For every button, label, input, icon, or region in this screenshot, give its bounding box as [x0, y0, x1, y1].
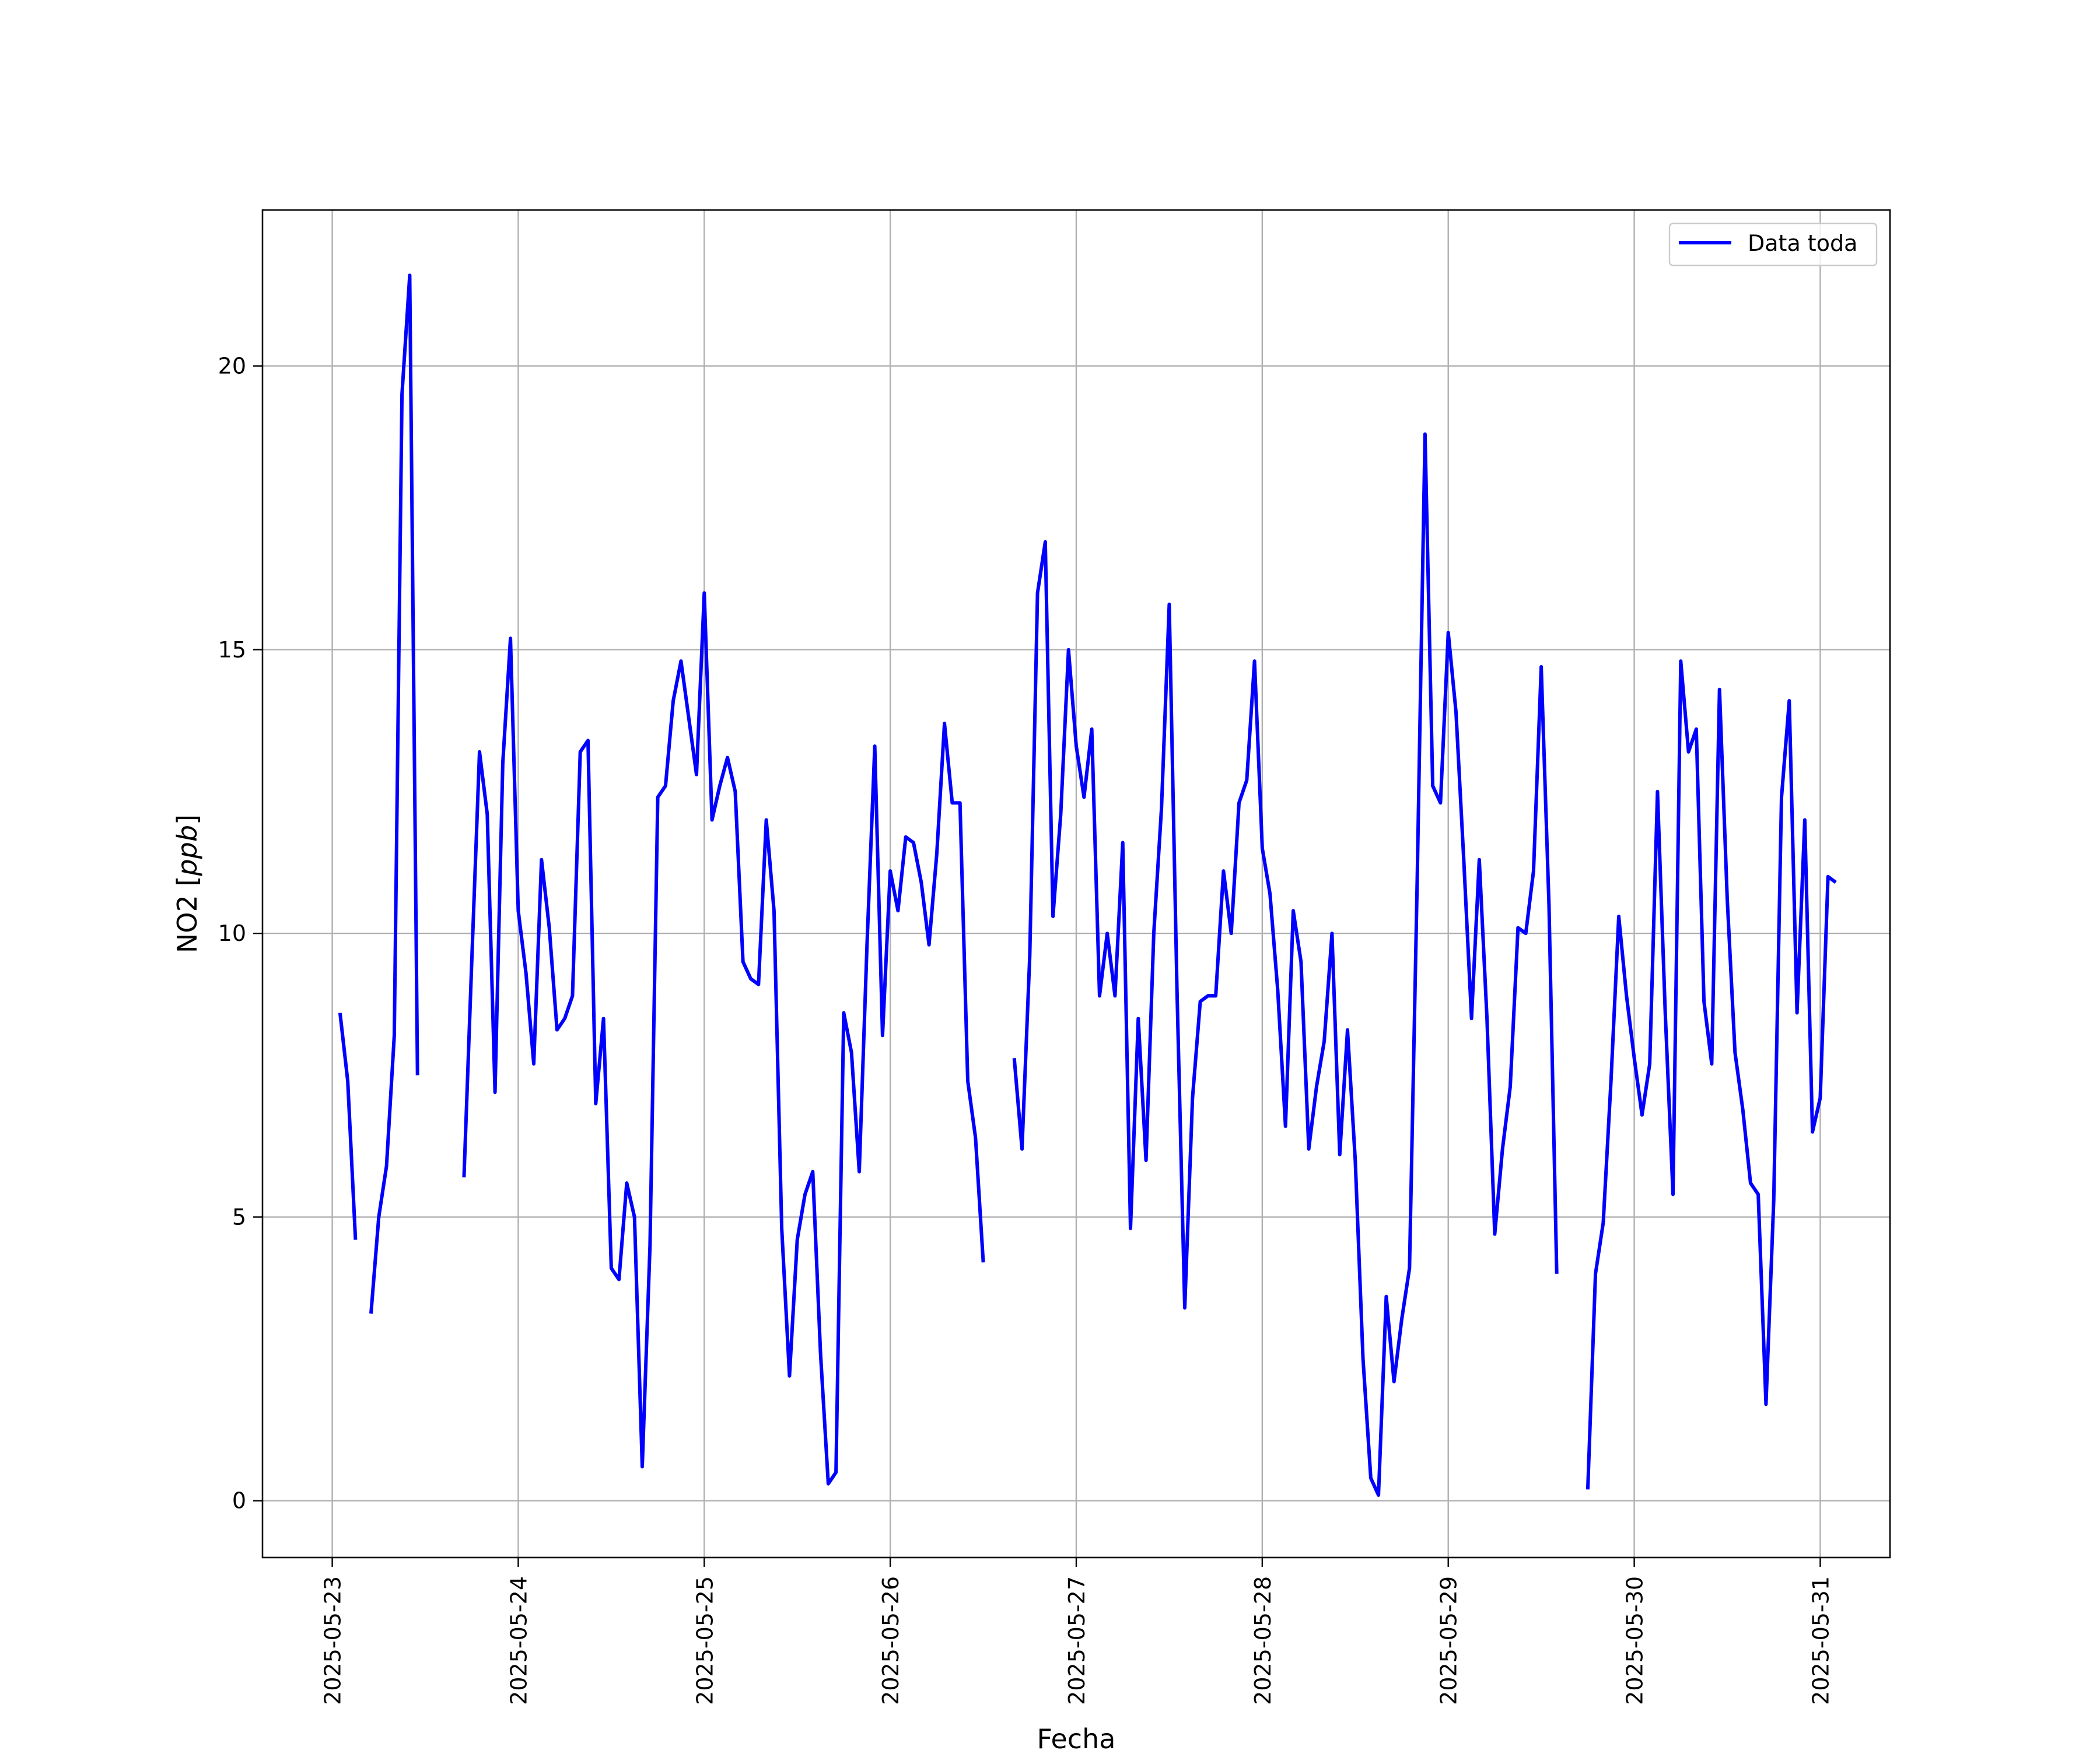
x-axis-label: Fecha: [1037, 1723, 1116, 1750]
y-tick-label: 15: [218, 637, 246, 663]
legend-label: Data toda: [1748, 230, 1857, 256]
x-tick-label: 2025-05-25: [692, 1576, 718, 1705]
x-tick-label: 2025-05-27: [1064, 1576, 1090, 1705]
x-tick-label: 2025-05-26: [878, 1576, 904, 1705]
y-axis: 0 5 10 15 20: [218, 353, 262, 1514]
series-line: [338, 273, 1837, 1497]
grid: [262, 210, 1890, 1558]
x-tick-label: 2025-05-31: [1808, 1576, 1833, 1705]
y-tick-label: 0: [232, 1488, 246, 1514]
y-tick-label: 20: [218, 353, 246, 379]
x-tick-label: 2025-05-23: [320, 1576, 346, 1705]
y-axis-label: NO2 [ppb]: [172, 814, 203, 953]
x-tick-label: 2025-05-29: [1436, 1576, 1462, 1705]
y-tick-label: 5: [232, 1204, 246, 1230]
x-tick-label: 2025-05-24: [506, 1576, 531, 1705]
legend-box: [1668, 222, 1878, 267]
x-axis: 2025-05-23 2025-05-24 2025-05-25 2025-05-26…: [320, 1558, 1833, 1705]
x-tick-label: 2025-05-30: [1622, 1576, 1648, 1705]
y-tick-label: 10: [218, 921, 246, 946]
legend: Data toda: [1668, 222, 1878, 267]
series-layer: [338, 273, 1837, 1497]
x-tick-label: 2025-05-28: [1250, 1576, 1276, 1705]
